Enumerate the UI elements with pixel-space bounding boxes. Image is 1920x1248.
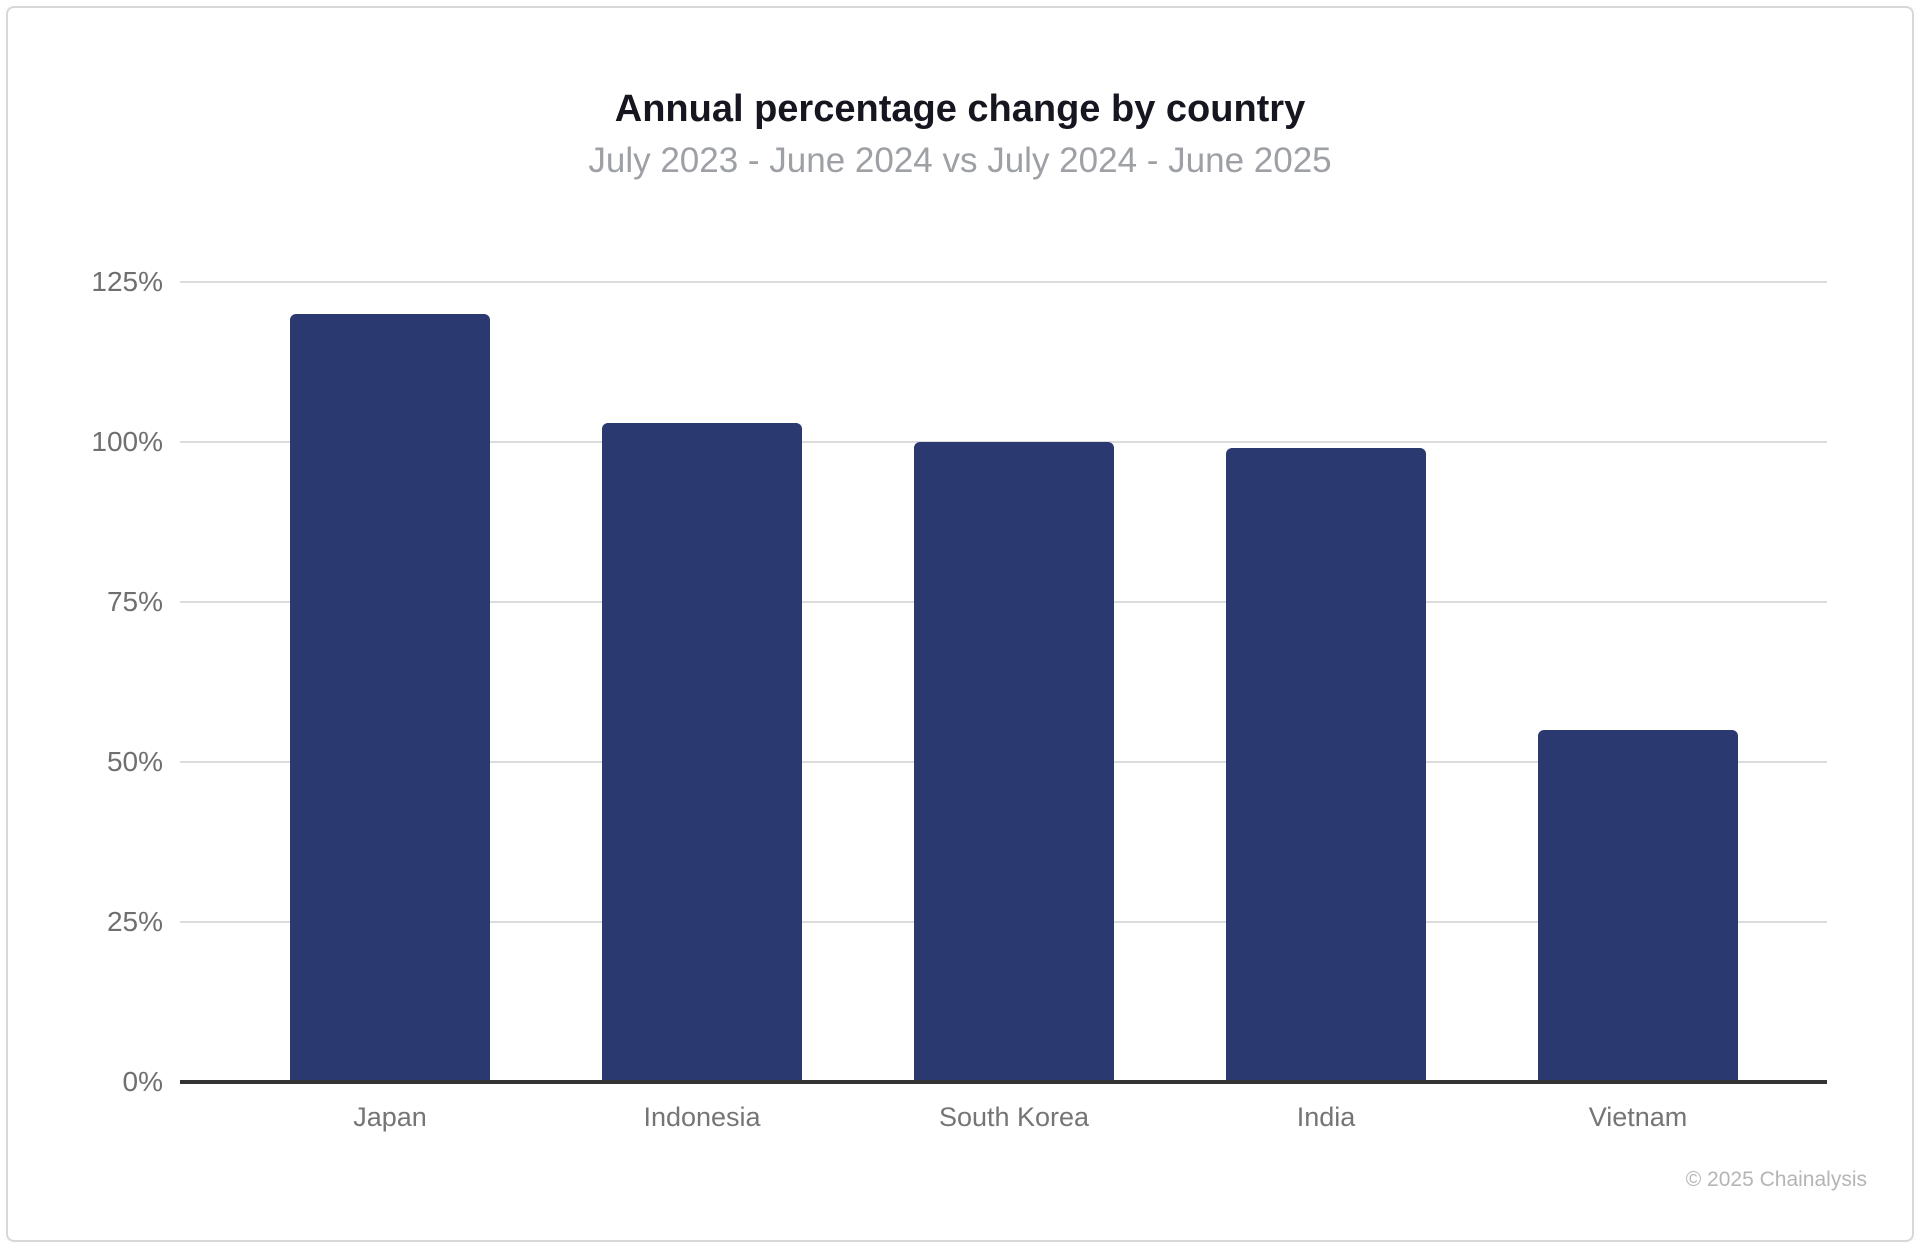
x-axis-line xyxy=(180,1080,1827,1084)
y-tick-label: 25% xyxy=(106,906,163,937)
chart-subtitle: July 2023 - June 2024 vs July 2024 - Jun… xyxy=(588,141,1332,180)
y-tick-label: 100% xyxy=(91,426,163,457)
bar-south-korea xyxy=(914,442,1114,1082)
y-tick-label: 50% xyxy=(106,746,163,777)
y-axis: 0% 25% 50% 75% 100% 125% xyxy=(0,266,163,1097)
y-tick-label: 75% xyxy=(106,586,163,617)
bar-india xyxy=(1226,448,1426,1082)
bar-japan xyxy=(290,314,490,1082)
x-axis-label-japan: Japan xyxy=(353,1102,427,1132)
bar-indonesia xyxy=(602,422,802,1082)
x-axis-labels: Japan Indonesia South Korea India Vietnam xyxy=(180,1100,1827,1140)
y-tick-label: 0% xyxy=(122,1066,163,1097)
gridline-125 xyxy=(180,281,1827,283)
y-tick-label: 125% xyxy=(91,266,163,297)
x-axis-label-south-korea: South Korea xyxy=(938,1102,1090,1132)
chart-title: Annual percentage change by country xyxy=(614,88,1306,130)
copyright-text: © 2025 Chainalysis xyxy=(1685,1168,1867,1191)
x-axis-label-vietnam: Vietnam xyxy=(1588,1102,1688,1132)
x-axis-label-indonesia: Indonesia xyxy=(643,1102,761,1132)
bar-vietnam xyxy=(1538,730,1738,1082)
plot-area xyxy=(180,281,1827,1084)
x-axis-label-india: India xyxy=(1296,1102,1356,1132)
